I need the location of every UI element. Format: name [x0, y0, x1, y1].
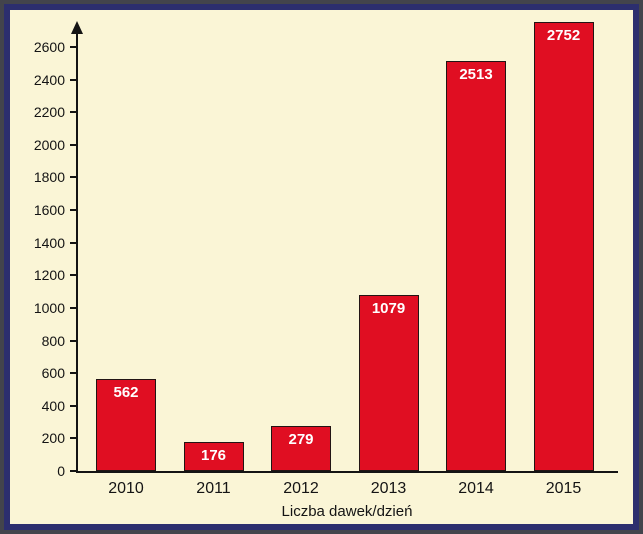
y-tick-mark	[70, 437, 77, 440]
bar-chart-plot: 0 200 400 600 800 1000 1200 1400 1600 1800 2000 220…	[10, 10, 633, 524]
y-tick-label: 0	[57, 463, 65, 479]
bar-2015: 2752	[533, 22, 594, 471]
y-tick-label: 1800	[33, 169, 65, 186]
bar-value-label: 279	[288, 430, 314, 448]
y-tick-label: 2000	[33, 136, 65, 153]
y-tick-label: 1200	[33, 267, 65, 284]
x-tick-label: 2014	[458, 480, 494, 497]
x-tick-label: 2012	[283, 480, 319, 497]
y-tick-label: 2400	[33, 71, 65, 88]
x-axis-title: Liczba dawek/dzień	[281, 503, 413, 520]
y-tick-label: 1000	[33, 299, 65, 316]
x-tick-label: 2013	[370, 480, 407, 497]
x-tick-label: 2011	[196, 480, 231, 497]
y-tick-label: 2200	[33, 104, 65, 121]
x-tick-label: 2015	[545, 480, 582, 497]
y-tick-mark	[70, 143, 77, 146]
bar-2014: 2513	[446, 61, 506, 471]
y-tick-label: 2600	[33, 39, 65, 55]
x-axis-line	[76, 471, 618, 473]
y-tick-label: 600	[41, 365, 65, 382]
y-tick-mark	[70, 404, 77, 407]
bar-value-label: 562	[113, 384, 139, 402]
y-tick-mark	[70, 241, 77, 244]
y-tick-mark	[70, 372, 77, 375]
y-tick-mark	[70, 470, 77, 472]
chart-canvas: 0 200 400 600 800 1000 1200 1400 1600 1800 2000 220…	[10, 10, 633, 524]
x-tick-label: 2010	[108, 480, 144, 497]
y-tick-mark	[70, 176, 77, 179]
bar-2010: 562	[96, 379, 156, 471]
y-tick-label: 200	[41, 430, 65, 447]
y-tick-mark	[70, 339, 77, 342]
bar-value-label: 176	[200, 447, 227, 465]
y-tick-label: 400	[41, 397, 65, 414]
bar-2013: 1079	[358, 295, 419, 471]
y-tick-mark	[70, 111, 77, 114]
y-tick-mark	[70, 78, 77, 81]
y-tick-mark	[70, 209, 77, 212]
y-tick-mark	[70, 274, 77, 277]
chart-outer-border: 0 200 400 600 800 1000 1200 1400 1600 1800 2000 220…	[4, 4, 639, 530]
bar-value-label: 1079	[371, 300, 406, 318]
y-tick-label: 1400	[33, 234, 65, 251]
y-axis-arrow-icon	[71, 21, 83, 34]
bar-2012: 279	[271, 425, 331, 471]
bar-value-label: 2513	[459, 66, 493, 84]
y-tick-label: 1600	[33, 202, 65, 219]
y-tick-label: 800	[41, 332, 65, 349]
bar-value-label: 2752	[546, 27, 581, 45]
y-tick-mark	[70, 306, 77, 309]
bar-2011: 176	[183, 442, 244, 471]
y-axis-line	[76, 32, 78, 473]
y-tick-mark	[70, 46, 77, 48]
